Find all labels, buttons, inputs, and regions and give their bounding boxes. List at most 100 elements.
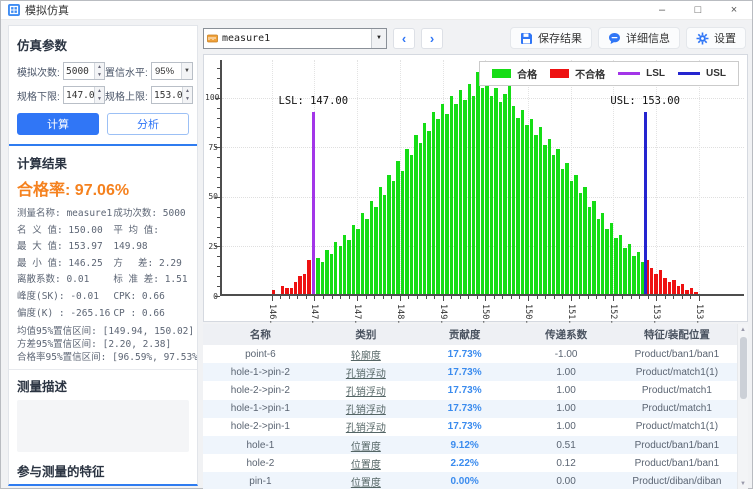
y-tick-label: 50	[208, 192, 218, 202]
save-results-button[interactable]: 保存结果	[510, 27, 592, 49]
legend-line-swatch	[618, 72, 641, 75]
close-button[interactable]: ×	[730, 4, 738, 16]
statistics-left-column: 测量名称: measure1 名 义 值: 150.00 最 大 值: 153.97…	[17, 206, 113, 322]
column-header[interactable]: 特征/装配位置	[616, 324, 737, 345]
details-button[interactable]: 详细信息	[598, 27, 680, 49]
spin-down-icon[interactable]: ▼	[183, 95, 192, 103]
histogram-bar	[338, 246, 342, 294]
sim-count-stepper[interactable]: ▲▼	[63, 62, 105, 80]
spec-upper-stepper[interactable]: ▲▼	[151, 86, 193, 104]
legend-item: 不合格	[550, 66, 605, 81]
table-scrollbar[interactable]: ▲ ▼	[737, 324, 748, 489]
column-header[interactable]: 类别	[317, 324, 414, 345]
histogram-bar	[663, 278, 667, 294]
x-minor-tick	[681, 296, 683, 299]
chevron-down-icon[interactable]: ▼	[371, 28, 386, 48]
settings-button[interactable]: 设置	[686, 27, 746, 49]
cell-loc: Product/ban1/ban1	[616, 435, 737, 455]
spec-lower-input[interactable]	[64, 87, 94, 103]
spec-lower-stepper[interactable]: ▲▼	[63, 86, 105, 104]
x-tick	[399, 296, 401, 301]
table-row[interactable]: hole-2->pin-2 孔销浮动 17.73% 1.00 Product/match…	[203, 381, 737, 399]
histogram-bar	[374, 206, 378, 294]
spin-up-icon[interactable]: ▲	[95, 63, 104, 71]
histogram-bar	[685, 290, 689, 294]
chevron-down-icon[interactable]: ▼	[181, 63, 192, 79]
column-header[interactable]: 贡献度	[413, 324, 516, 345]
cell-cat[interactable]: 孔销浮动	[345, 423, 386, 435]
previous-measure-button[interactable]: ‹	[393, 27, 415, 49]
cell-cat[interactable]: 位置度	[317, 472, 414, 489]
measure-select[interactable]: measure1 ▼	[203, 27, 387, 49]
histogram-bar	[289, 288, 293, 294]
cell-contrib: 17.73%	[447, 348, 482, 360]
spin-down-icon[interactable]: ▼	[95, 71, 104, 79]
y-minor-tick	[217, 256, 220, 258]
chart-legend: 合格 不合格 LSL USL	[479, 61, 739, 86]
legend-label: USL	[706, 68, 726, 79]
minimize-button[interactable]: –	[658, 4, 666, 16]
calculate-button[interactable]: 计算	[17, 113, 99, 135]
histogram-bar	[480, 87, 485, 294]
next-measure-button[interactable]: ›	[421, 27, 443, 49]
cell-cat[interactable]: 位置度	[350, 459, 381, 471]
column-header[interactable]: 传递系数	[515, 324, 617, 345]
table-row[interactable]: point-6 轮廓度 17.73% -1.00 Product/ban1/ban1	[203, 345, 737, 363]
params-section-title: 仿真参数	[17, 39, 68, 53]
spin-up-icon[interactable]: ▲	[183, 87, 192, 95]
histogram-bar	[503, 93, 507, 294]
maximize-button[interactable]: □	[694, 4, 702, 16]
x-tick	[656, 296, 658, 301]
table-row[interactable]: pin-1 位置度 0.00% 0.00 Product/diban/diban	[203, 472, 737, 489]
spin-down-icon[interactable]: ▼	[95, 95, 104, 103]
y-minor-tick	[217, 67, 220, 69]
table-row[interactable]: hole-2->pin-1 孔销浮动 17.73% 1.00 Product/match…	[203, 418, 737, 436]
x-minor-tick	[562, 296, 564, 299]
cell-cat[interactable]: 孔销浮动	[317, 363, 414, 382]
x-minor-tick	[630, 296, 632, 299]
x-minor-tick	[553, 296, 555, 299]
cell-name: hole-2->pin-2	[230, 384, 290, 396]
x-minor-tick	[323, 296, 325, 299]
column-header[interactable]: 名称	[203, 324, 318, 345]
histogram-bar	[587, 206, 592, 294]
gridline-vertical	[656, 60, 658, 294]
table-row[interactable]: hole-1 位置度 9.12% 0.51 Product/ban1/ban1	[203, 435, 737, 455]
sim-count-input[interactable]	[64, 63, 94, 79]
x-minor-tick	[596, 296, 598, 299]
cell-cat[interactable]: 位置度	[317, 435, 414, 455]
cell-coef: -1.00	[554, 348, 578, 360]
scroll-up-icon[interactable]: ▲	[740, 327, 746, 333]
spin-up-icon[interactable]: ▲	[95, 87, 104, 95]
histogram-bar	[360, 212, 365, 294]
analyze-button[interactable]: 分析	[107, 113, 189, 135]
table-row[interactable]: hole-2 位置度 2.22% 0.12 Product/ban1/ban1	[203, 454, 737, 472]
x-minor-tick	[434, 296, 436, 299]
histogram-bar	[414, 135, 418, 294]
table-row[interactable]: hole-1->pin-2 孔销浮动 17.73% 1.00 Product/match…	[203, 363, 737, 382]
confidence-select[interactable]: 95% ▼	[151, 62, 193, 80]
x-minor-tick	[673, 296, 675, 299]
measurement-description-box[interactable]	[17, 400, 189, 453]
histogram-bar	[294, 282, 298, 294]
x-minor-tick	[536, 296, 538, 299]
table-row[interactable]: hole-1->pin-1 孔销浮动 17.73% 1.00 Product/match…	[203, 399, 737, 418]
spec-upper-input[interactable]	[152, 87, 182, 103]
settings-label: 设置	[714, 33, 736, 45]
histogram-bar	[440, 103, 445, 294]
histogram-bar	[609, 222, 614, 294]
cell-name: hole-2->pin-1	[230, 421, 290, 433]
cell-name: hole-1->pin-2	[203, 363, 318, 382]
cell-cat[interactable]: 孔销浮动	[317, 399, 414, 418]
app-icon	[8, 4, 20, 16]
cell-cat[interactable]: 孔销浮动	[345, 386, 386, 398]
cell-contrib: 2.22%	[450, 457, 479, 469]
gridline-vertical	[399, 60, 401, 294]
scroll-down-icon[interactable]: ▼	[740, 481, 746, 487]
scrollbar-thumb[interactable]	[739, 337, 747, 399]
histogram-bar	[329, 254, 334, 294]
x-minor-tick	[493, 296, 495, 299]
histogram-bar	[605, 228, 609, 294]
histogram-bar	[578, 192, 583, 294]
cell-cat[interactable]: 轮廓度	[350, 350, 381, 362]
